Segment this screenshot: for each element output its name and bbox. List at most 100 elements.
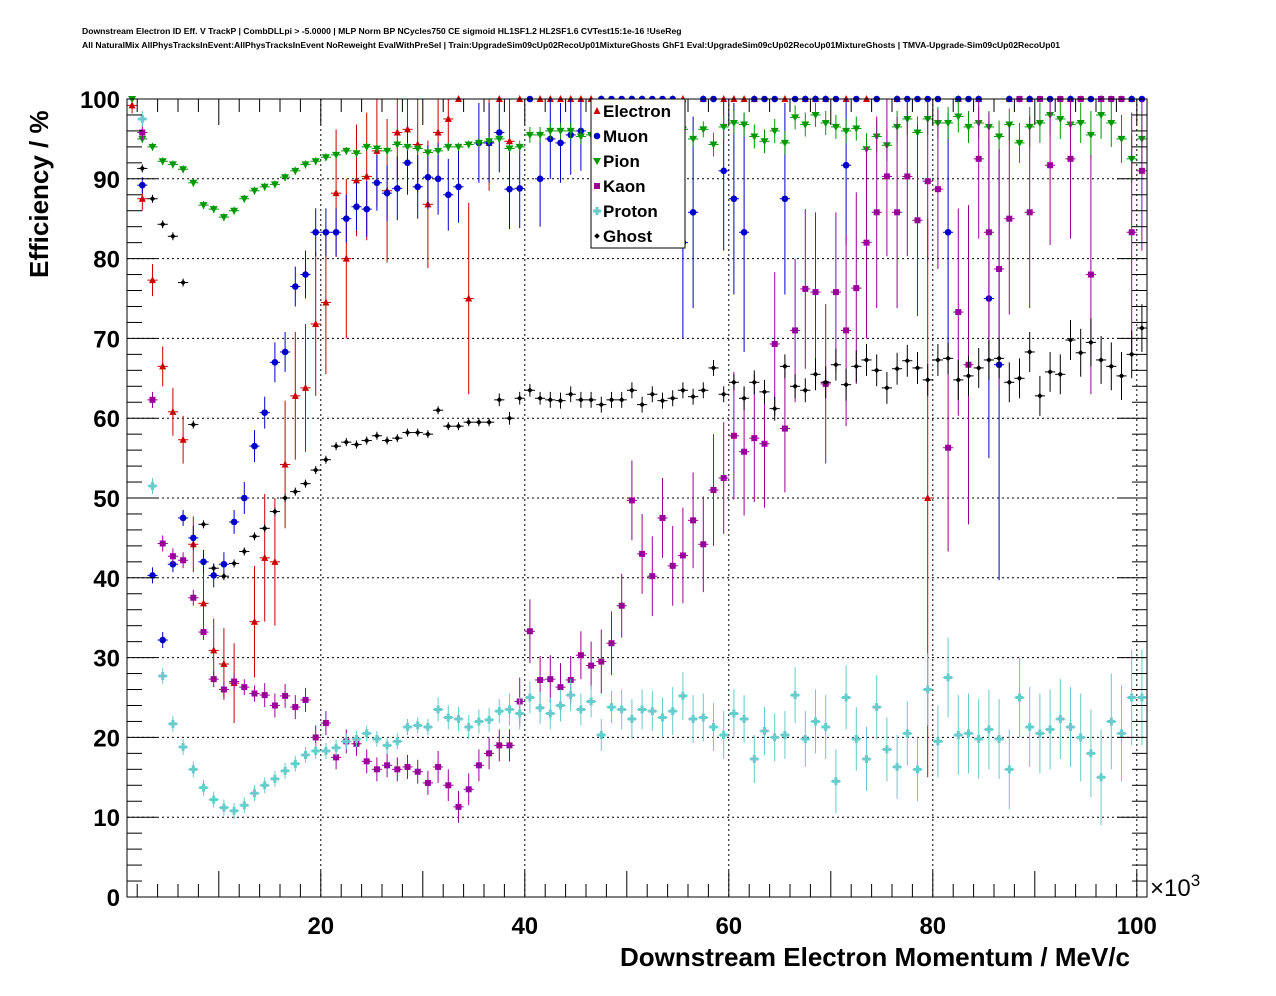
point-marker xyxy=(506,742,513,749)
point-marker xyxy=(139,129,146,136)
point-marker xyxy=(690,517,697,524)
point-marker xyxy=(148,143,157,151)
data-point xyxy=(667,687,678,736)
data-point xyxy=(708,359,719,376)
point-marker xyxy=(301,161,310,169)
data-point xyxy=(810,102,821,127)
point-marker xyxy=(180,279,186,286)
point-marker xyxy=(659,397,666,404)
point-marker xyxy=(1057,371,1064,378)
point-marker xyxy=(180,557,187,564)
data-point xyxy=(239,482,250,514)
data-point xyxy=(137,164,148,173)
point-marker xyxy=(1006,215,1013,222)
point-marker xyxy=(811,717,820,726)
point-marker xyxy=(862,754,871,763)
data-point xyxy=(1126,649,1137,746)
point-marker xyxy=(975,365,982,371)
data-point xyxy=(239,679,250,696)
data-point xyxy=(739,386,750,411)
point-marker xyxy=(1026,349,1033,355)
point-marker xyxy=(281,766,290,775)
data-point xyxy=(1096,336,1107,384)
data-point xyxy=(290,695,301,720)
data-point xyxy=(953,695,964,775)
point-marker xyxy=(393,128,401,136)
data-point xyxy=(371,431,382,440)
point-marker xyxy=(261,553,269,561)
point-marker xyxy=(495,135,504,143)
point-marker xyxy=(270,774,279,783)
data-point xyxy=(647,386,658,403)
data-point xyxy=(647,691,658,732)
data-point xyxy=(392,140,403,149)
point-marker xyxy=(771,340,778,347)
data-point xyxy=(1116,114,1127,163)
data-point xyxy=(331,150,342,159)
point-marker xyxy=(168,161,177,169)
data-point xyxy=(382,737,393,754)
point-marker xyxy=(423,723,432,732)
point-marker xyxy=(383,741,392,750)
data-point xyxy=(259,396,270,429)
point-marker xyxy=(770,127,779,135)
data-point xyxy=(514,391,525,405)
point-marker xyxy=(270,181,279,189)
point-marker xyxy=(342,147,351,155)
point-marker xyxy=(495,707,504,716)
point-marker xyxy=(964,123,973,131)
data-point xyxy=(657,392,668,409)
data-point xyxy=(790,374,801,399)
point-marker xyxy=(261,409,269,416)
point-marker xyxy=(700,541,707,548)
data-point xyxy=(830,114,841,139)
data-point xyxy=(759,129,770,154)
data-point xyxy=(280,683,291,708)
point-marker xyxy=(843,381,849,388)
y-tick-label: 10 xyxy=(93,805,120,832)
point-marker xyxy=(128,101,136,109)
data-point xyxy=(1085,110,1096,159)
data-point xyxy=(535,391,546,405)
point-marker xyxy=(996,265,1003,272)
point-marker xyxy=(189,179,198,187)
data-point xyxy=(433,146,444,155)
data-point xyxy=(871,354,882,387)
point-marker xyxy=(332,189,340,197)
data-point xyxy=(392,434,403,443)
point-marker xyxy=(394,435,401,441)
data-point xyxy=(249,785,260,802)
point-marker xyxy=(455,183,462,191)
data-point xyxy=(1055,99,1066,139)
point-marker xyxy=(996,355,1002,362)
point-marker xyxy=(699,126,708,134)
data-point xyxy=(994,699,1005,779)
point-marker xyxy=(332,743,341,752)
point-marker xyxy=(741,395,747,402)
point-marker xyxy=(1005,765,1014,774)
data-point xyxy=(443,158,454,231)
data-point xyxy=(841,118,852,143)
point-marker xyxy=(159,221,166,228)
data-point xyxy=(249,186,260,195)
axis-ticks: 20 40 60 80 100 0 10 20 30 40 50 60 70 80 90 100 xyxy=(80,87,1157,940)
point-marker xyxy=(312,467,319,473)
point-marker xyxy=(536,131,545,139)
point-marker xyxy=(312,734,319,741)
point-marker xyxy=(454,143,463,151)
data-point xyxy=(626,382,637,399)
point-marker xyxy=(149,195,156,202)
point-marker xyxy=(383,147,392,155)
point-marker xyxy=(566,127,575,135)
point-marker xyxy=(566,691,575,700)
point-marker xyxy=(894,209,901,216)
data-point xyxy=(310,208,321,257)
point-marker xyxy=(1046,725,1055,734)
data-point xyxy=(392,733,403,750)
point-marker xyxy=(1088,339,1094,346)
data-point xyxy=(994,338,1005,379)
point-marker xyxy=(424,173,432,181)
legend: Electron Muon Pion Kaon Proton Ghost xyxy=(590,98,686,249)
point-marker xyxy=(333,443,339,449)
point-marker xyxy=(291,391,299,399)
